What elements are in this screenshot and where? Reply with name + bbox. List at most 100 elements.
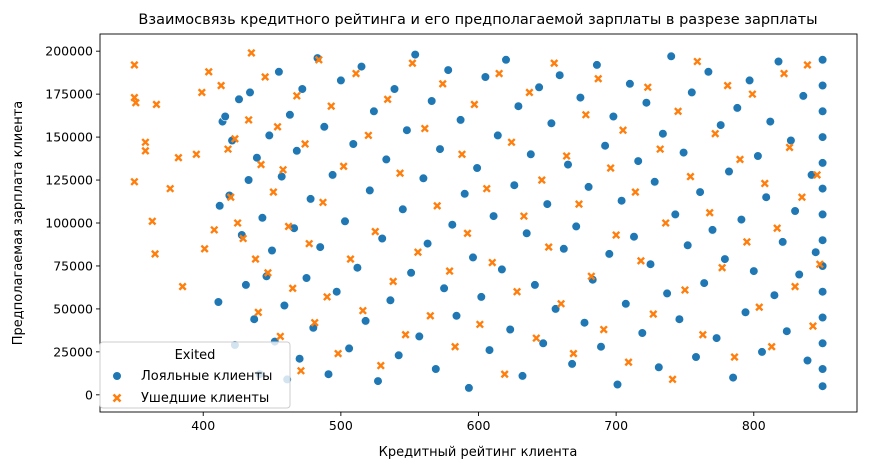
scatter-point-churned — [420, 124, 429, 133]
scatter-point-churned — [587, 272, 596, 281]
scatter-point-loyal — [398, 204, 408, 214]
scatter-point-churned — [413, 248, 422, 257]
scatter-point-loyal — [328, 170, 338, 180]
x-axis-ticks: 400 500 600 700 800 — [191, 412, 766, 433]
scatter-point-loyal — [361, 316, 371, 326]
scatter-point-churned — [383, 95, 392, 104]
scatter-point-loyal — [699, 278, 709, 288]
scatter-point-loyal — [716, 120, 726, 130]
scatter-point-churned — [791, 282, 800, 291]
scatter-point-churned — [656, 145, 665, 154]
scatter-point-loyal — [645, 259, 656, 269]
scatter-point-loyal — [215, 201, 225, 211]
scatter-point-loyal — [817, 381, 828, 391]
scatter-point-loyal — [583, 182, 594, 192]
y-tick-label: 175000 — [45, 87, 93, 102]
scatter-point-churned — [557, 299, 566, 308]
scatter-point-loyal — [505, 324, 515, 335]
scatter-point-loyal — [530, 280, 540, 290]
scatter-point-churned — [371, 227, 380, 236]
scatter-point-loyal — [707, 225, 718, 235]
scatter-point-loyal — [480, 72, 491, 82]
scatter-point-churned — [263, 268, 272, 277]
scatter-point-churned — [279, 165, 288, 174]
scatter-point-churned — [500, 370, 509, 379]
scatter-point-loyal — [526, 149, 536, 159]
scatter-point-churned — [803, 60, 812, 69]
scatter-point-churned — [631, 188, 640, 197]
scatter-point-churned — [141, 138, 150, 147]
scatter-point-churned — [773, 224, 782, 233]
scatter-point-churned — [151, 249, 160, 258]
scatter-point-churned — [482, 184, 491, 193]
scatter-point-churned — [594, 74, 603, 83]
scatter-point-churned — [276, 332, 285, 341]
scatter-point-churned — [711, 129, 720, 138]
scatter-point-loyal — [443, 65, 453, 75]
scatter-point-loyal — [625, 79, 635, 89]
scatter-point-churned — [661, 218, 670, 228]
scatter-point-loyal — [753, 151, 763, 161]
scatter-point-loyal — [782, 326, 792, 336]
scatter-point-loyal — [817, 235, 828, 245]
scatter-point-loyal — [546, 118, 557, 128]
scatter-point-churned — [693, 57, 702, 66]
scatter-point-loyal — [817, 132, 828, 142]
scatter-point-churned — [612, 230, 621, 240]
scatter-point-loyal — [633, 156, 643, 166]
scatter-point-loyal — [295, 354, 305, 364]
scatter-point-loyal — [274, 67, 284, 77]
scatter-point-loyal — [285, 110, 295, 120]
scatter-point-loyal — [662, 288, 672, 299]
scatter-point-churned — [445, 267, 454, 276]
scatter-point-loyal — [720, 254, 730, 264]
scatter-point-loyal — [431, 364, 441, 374]
scatter-point-churned — [318, 198, 328, 207]
scatter-point-loyal — [352, 263, 363, 273]
scatter-point-loyal — [678, 148, 689, 158]
scatter-point-loyal — [319, 122, 329, 132]
scatter-point-loyal — [817, 55, 828, 65]
scatter-point-churned — [244, 115, 253, 124]
scatter-point-loyal — [650, 177, 660, 187]
scatter-point-churned — [269, 188, 278, 197]
scatter-point-loyal — [410, 49, 420, 60]
scatter-point-churned — [152, 100, 161, 109]
scatter-point-churned — [261, 72, 270, 82]
scatter-point-loyal — [381, 154, 391, 164]
scatter-point-loyal — [637, 328, 647, 338]
scatter-point-loyal — [769, 290, 780, 300]
scatter-point-churned — [680, 285, 690, 295]
scatter-point-loyal — [817, 209, 828, 219]
scatter-point-churned — [767, 342, 776, 351]
scatter-point-churned — [395, 169, 405, 178]
scatter-point-churned — [197, 88, 206, 97]
scatter-point-loyal — [234, 94, 244, 104]
scatter-point-churned — [457, 150, 467, 159]
scatter-point-loyal — [435, 144, 445, 154]
scatter-point-churned — [166, 184, 175, 193]
scatter-point-loyal — [592, 60, 602, 70]
scatter-point-churned — [323, 292, 332, 301]
scatter-point-churned — [292, 91, 301, 100]
scatter-point-churned — [624, 358, 633, 367]
scatter-point-loyal — [559, 244, 569, 254]
scatter-point-loyal — [629, 232, 639, 242]
scatter-point-churned — [495, 69, 504, 78]
x-tick-label: 800 — [742, 418, 766, 433]
scatter-point-loyal — [468, 252, 478, 262]
scatter-point-churned — [223, 145, 233, 154]
scatter-point-loyal — [509, 180, 519, 190]
scatter-point-churned — [376, 361, 385, 370]
scatter-point-loyal — [571, 221, 581, 231]
y-tick-label: 150000 — [45, 130, 93, 145]
legend-marker-churned — [112, 393, 122, 403]
scatter-point-loyal — [817, 106, 828, 116]
scatter-point-loyal — [811, 247, 821, 257]
scatter-point-loyal — [674, 314, 685, 324]
scatter-point-loyal — [786, 135, 796, 146]
scatter-point-churned — [550, 59, 559, 68]
scatter-point-loyal — [658, 129, 668, 139]
scatter-point-loyal — [513, 101, 524, 111]
scatter-point-loyal — [336, 75, 346, 85]
